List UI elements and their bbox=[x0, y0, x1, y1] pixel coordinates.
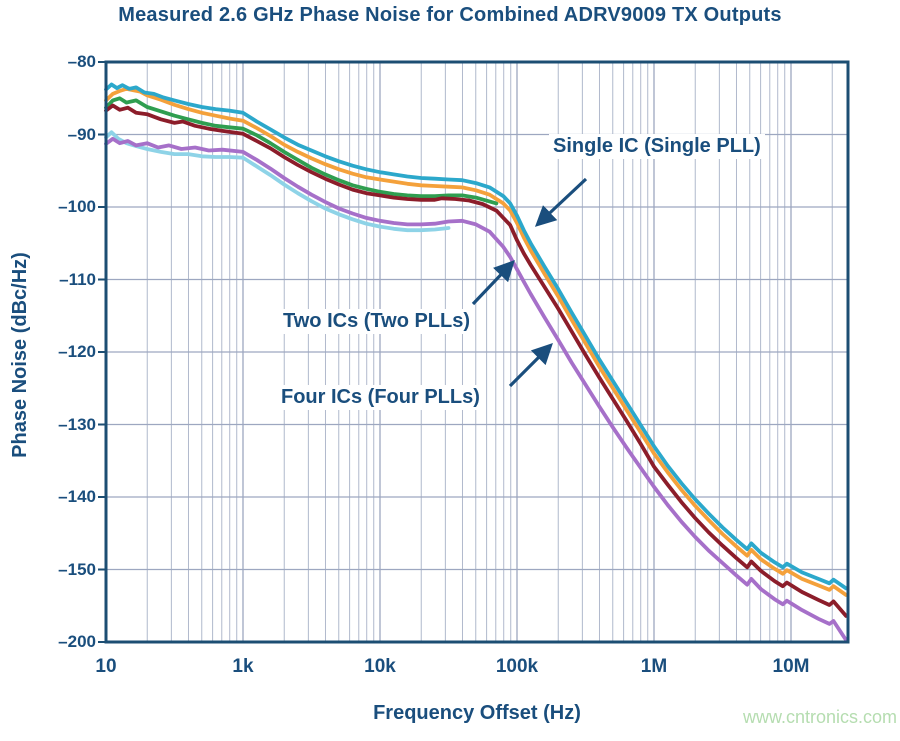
y-tick-label: –80 bbox=[67, 52, 96, 71]
x-tick-label: 10k bbox=[364, 656, 396, 677]
x-tick-label: 1k bbox=[232, 656, 254, 677]
y-tick-label: –120 bbox=[58, 342, 96, 361]
x-tick-label: 10 bbox=[95, 656, 117, 677]
annotation-two-ics: Two ICs (Two PLLs) bbox=[279, 309, 475, 334]
series-line bbox=[104, 130, 451, 233]
x-tick-label: 100k bbox=[495, 656, 539, 677]
y-tick-label: –140 bbox=[58, 487, 96, 506]
series-line bbox=[104, 136, 848, 642]
series-line bbox=[104, 103, 848, 618]
y-tick-label: –90 bbox=[67, 124, 96, 144]
chart-title: Measured 2.6 GHz Phase Noise for Combine… bbox=[118, 4, 782, 26]
series-line bbox=[104, 96, 499, 206]
y-tick-label: –150 bbox=[58, 559, 96, 579]
arrow-two-ics bbox=[471, 259, 515, 306]
arrow-single-ic bbox=[534, 177, 588, 227]
y-tick-label: –100 bbox=[58, 197, 96, 216]
x-tick-label: 1M bbox=[640, 656, 668, 677]
plot-border bbox=[104, 60, 850, 644]
annotation-four-ics: Four ICs (Four PLLs) bbox=[277, 385, 484, 410]
series-line bbox=[104, 82, 848, 591]
y-tick-label: –130 bbox=[58, 414, 96, 434]
annotation-single-ic: Single IC (Single PLL) bbox=[549, 134, 765, 159]
x-tick-label: 10M bbox=[772, 656, 810, 677]
y-tick-label: –200 bbox=[58, 632, 96, 651]
watermark: www.cntronics.com bbox=[742, 707, 897, 727]
arrow-four-ics bbox=[508, 343, 553, 388]
x-axis-title: Frequency Offset (Hz) bbox=[373, 702, 581, 724]
y-tick-label: –110 bbox=[59, 269, 96, 289]
series-line bbox=[104, 86, 848, 597]
